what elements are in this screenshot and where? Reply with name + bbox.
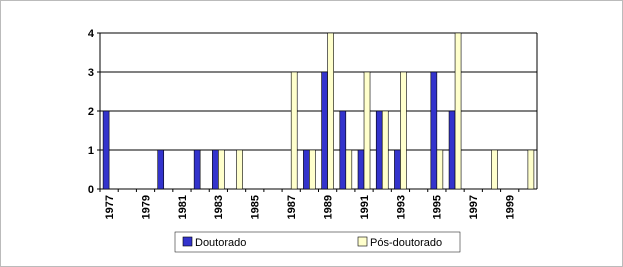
x-tick-label: 1977	[104, 195, 116, 219]
bar	[290, 71, 298, 190]
bar	[321, 71, 328, 190]
bar	[400, 71, 407, 190]
bar	[436, 149, 444, 190]
bar	[102, 110, 110, 190]
bar	[381, 110, 389, 190]
bar	[193, 149, 201, 190]
legend-swatch	[182, 236, 193, 247]
y-tick-label: 2	[88, 106, 94, 118]
bar	[327, 32, 334, 190]
bar	[339, 110, 347, 190]
x-tick-label: 1987	[286, 195, 298, 219]
x-tick-label: 1981	[177, 195, 189, 219]
x-tick-label: 1985	[250, 195, 262, 219]
legend-box	[174, 231, 461, 253]
bar	[309, 149, 316, 190]
bar	[430, 71, 438, 190]
y-tick-label: 1	[88, 145, 94, 157]
x-tick-label: 1989	[322, 195, 334, 219]
x-tick-label: 1999	[505, 195, 517, 219]
bar	[303, 149, 310, 190]
y-tick-label: 0	[88, 184, 94, 196]
bar	[236, 149, 243, 190]
bar	[454, 32, 462, 190]
bar	[527, 149, 535, 190]
bar	[218, 149, 225, 190]
x-tick-label: 1993	[395, 195, 407, 219]
bar	[345, 149, 353, 190]
legend-swatch	[357, 236, 368, 247]
x-tick-label: 1997	[468, 195, 480, 219]
x-tick-label: 1991	[359, 195, 371, 219]
bar	[212, 149, 219, 190]
x-tick-label: 1983	[213, 195, 225, 219]
bar	[448, 110, 456, 190]
bar	[157, 149, 165, 190]
bar	[375, 110, 383, 190]
bar	[363, 71, 371, 190]
x-tick-label: 1995	[432, 195, 444, 219]
bar	[357, 149, 365, 190]
legend-label: Pós-doutorado	[370, 237, 442, 249]
y-tick-label: 3	[88, 67, 94, 79]
x-tick-label: 1979	[140, 195, 152, 219]
bar	[394, 149, 401, 190]
legend-label: Doutorado	[195, 237, 246, 249]
bar	[491, 149, 498, 190]
y-tick-label: 4	[88, 28, 95, 40]
